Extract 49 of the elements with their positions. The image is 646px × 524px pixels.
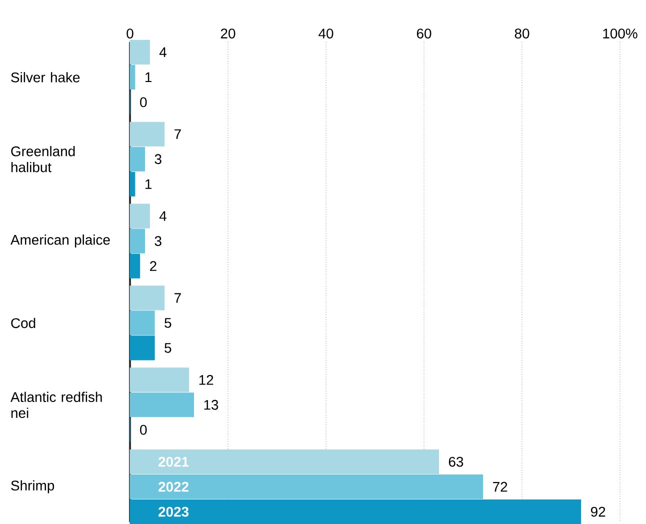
x-tick-label: 40 xyxy=(318,28,334,38)
bar xyxy=(130,146,145,172)
x-tick-label: 0 xyxy=(126,28,134,38)
data-label: 2 xyxy=(150,261,156,271)
series-label: 2023 xyxy=(158,506,189,517)
data-label: 4 xyxy=(159,211,166,221)
data-label: 7 xyxy=(174,129,181,139)
bar xyxy=(130,122,165,146)
data-label: 63 xyxy=(448,456,464,467)
bar xyxy=(130,499,582,524)
data-label: 7 xyxy=(174,293,181,303)
x-tick-label: 80 xyxy=(514,28,530,38)
x-tick-label: 20 xyxy=(220,28,236,38)
y-tick-label: American plaice xyxy=(10,234,110,248)
data-label: 3 xyxy=(154,236,162,246)
y-tick-label: Cod xyxy=(11,318,36,328)
series-label: 2021 xyxy=(158,456,189,467)
data-label: 13 xyxy=(204,400,218,410)
bar xyxy=(130,64,136,90)
x-tick-label: 60 xyxy=(416,28,432,38)
data-label: 92 xyxy=(590,506,606,517)
bar xyxy=(130,40,150,65)
bar xyxy=(130,336,155,360)
y-tick-label: Atlantic redfish nei xyxy=(10,392,102,418)
bar xyxy=(130,368,190,392)
y-tick-label: Silver hake xyxy=(11,72,80,82)
bar xyxy=(130,392,194,418)
data-label: 1 xyxy=(145,72,152,82)
data-label: 0 xyxy=(140,97,147,108)
data-label: 3 xyxy=(154,154,162,164)
bar xyxy=(130,286,165,310)
bar xyxy=(130,204,150,228)
data-label: 4 xyxy=(159,47,166,58)
bar xyxy=(130,474,484,500)
data-label: 5 xyxy=(164,343,172,353)
bar xyxy=(130,172,136,196)
data-label: 0 xyxy=(140,424,147,435)
bar xyxy=(130,449,440,474)
data-label: 5 xyxy=(164,318,172,328)
data-label: 1 xyxy=(145,179,152,189)
data-label: 72 xyxy=(493,482,508,492)
series-label: 2022 xyxy=(158,482,188,492)
data-label: 12 xyxy=(199,374,214,385)
bar xyxy=(130,310,155,336)
bar xyxy=(130,254,140,278)
y-tick-label: Greenland halibut xyxy=(11,146,75,172)
x-tick-label: 100% xyxy=(603,28,638,38)
y-tick-label: Shrimp xyxy=(11,480,54,494)
bar xyxy=(130,228,145,254)
